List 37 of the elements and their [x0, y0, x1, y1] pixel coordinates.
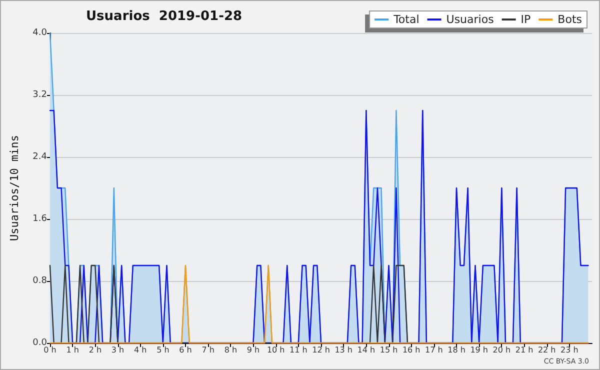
x-tick-label: 22 h [538, 346, 556, 354]
x-tick-label: 5 h [156, 346, 170, 354]
x-tick-label: 23 h [560, 346, 578, 354]
x-tick-label: 3 h [111, 346, 124, 354]
y-axis-title: Usuarios/10 mins [8, 135, 21, 241]
chart-title: Usuarios 2019-01-28 [86, 9, 242, 24]
x-tick-label: 1 h [66, 346, 79, 354]
x-tick-label: 13 h [334, 346, 352, 354]
x-tick-label: 7 h [202, 346, 214, 354]
y-tick-label: 1.6 [32, 214, 48, 224]
y-tick-label: 4.0 [32, 28, 48, 38]
x-tick-label: 20 h [492, 346, 511, 354]
x-tick-label: 6 h [179, 346, 192, 354]
x-tick-label: 18 h [448, 346, 466, 354]
x-tick-label: 17 h [425, 346, 443, 354]
legend-label: Total [392, 13, 420, 26]
x-tick-label: 10 h [266, 346, 285, 354]
x-tick-label: 16 h [402, 346, 420, 354]
x-tick-label: 21 h [515, 346, 534, 354]
x-tick-label: 11 h [290, 346, 308, 354]
x-tick-label: 9 h [246, 346, 260, 354]
x-tick-label: 0 h [44, 346, 56, 354]
legend-label: Bots [558, 13, 582, 26]
y-tick-label: 3.2 [32, 90, 47, 100]
x-tick-label: 4 h [134, 346, 147, 354]
y-tick-label: 0.0 [32, 338, 48, 348]
y-tick-label: 2.4 [32, 152, 48, 162]
legend-label: Usuarios [446, 13, 494, 26]
legend-label: IP [520, 13, 532, 26]
line-series [49, 110, 589, 344]
y-tick-label: 0.8 [32, 276, 48, 286]
x-tick-label: 12 h [312, 346, 330, 354]
x-tick-label: 19 h [470, 346, 488, 354]
x-tick-label: 15 h [380, 346, 398, 354]
x-tick-label: 2 h [88, 346, 102, 354]
x-tick-label: 8 h [224, 346, 238, 354]
x-tick-label: 14 h [357, 346, 376, 354]
